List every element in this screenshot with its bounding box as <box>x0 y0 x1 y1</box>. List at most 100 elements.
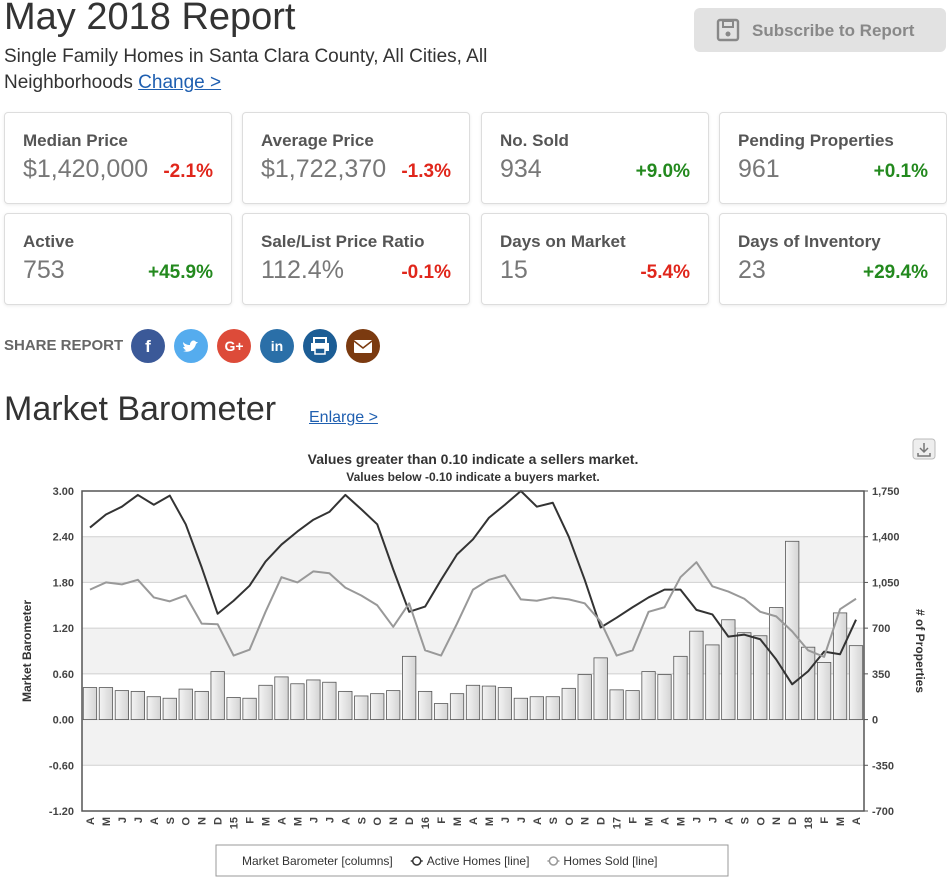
bar <box>673 655 688 720</box>
x-tick-label: S <box>548 817 560 824</box>
bar <box>481 685 497 720</box>
stat-card: Sale/List Price Ratio 112.4% -0.1% <box>242 213 470 305</box>
x-tick-label: F <box>628 817 640 824</box>
legend-item[interactable]: Homes Sold [line] <box>547 854 657 868</box>
legend-label: Homes Sold [line] <box>563 854 657 868</box>
x-tick-label: J <box>324 817 336 823</box>
bar <box>418 690 433 720</box>
twitter-button[interactable] <box>174 329 208 363</box>
icon-text: f <box>145 337 151 356</box>
stat-value: 23 <box>738 256 766 284</box>
y2-tick-label: 350 <box>872 669 890 681</box>
share-icons: f G+ in <box>131 329 380 363</box>
bar <box>370 693 385 720</box>
bar <box>769 607 784 720</box>
stat-label: No. Sold <box>500 131 569 150</box>
x-tick-label: 17 <box>612 817 624 829</box>
facebook-button[interactable]: f <box>131 329 165 363</box>
linkedin-button[interactable]: in <box>260 329 294 363</box>
bar <box>801 646 816 720</box>
legend-item[interactable]: Market Barometer [columns] <box>242 854 393 868</box>
stat-change: +45.9% <box>148 262 213 283</box>
print-button[interactable] <box>303 329 337 363</box>
bar <box>465 684 481 720</box>
stat-value: $1,420,000 <box>23 155 149 183</box>
legend-item[interactable]: Active Homes [line] <box>410 854 530 868</box>
x-tick-label: M <box>452 817 464 826</box>
x-tick-label: J <box>117 817 129 823</box>
stat-label: Median Price <box>23 131 128 150</box>
x-tick-label: N <box>580 817 592 825</box>
y2-tick-label: 1,400 <box>872 532 900 544</box>
bar <box>114 690 130 720</box>
google-plus-button[interactable]: G+ <box>217 329 251 363</box>
chart-subtitle: Values below -0.10 indicate a buyers mar… <box>346 470 599 484</box>
stat-change: +9.0% <box>635 161 690 182</box>
bar <box>210 671 225 720</box>
x-tick-label: F <box>245 817 257 824</box>
x-tick-label: M <box>675 817 687 826</box>
stat-value: $1,722,370 <box>261 155 387 183</box>
bar <box>625 690 640 720</box>
subscribe-label: Subscribe to Report <box>752 21 915 40</box>
subtitle-text: Single Family Homes in Santa Clara Count… <box>4 46 488 93</box>
stat-card: No. Sold 934 +9.0% <box>481 112 709 204</box>
x-tick-label: A <box>276 817 288 825</box>
stat-change: +29.4% <box>863 262 928 283</box>
x-tick-label: O <box>372 817 384 826</box>
stat-value: 15 <box>500 256 528 284</box>
legend: Market Barometer [columns] Active Homes [… <box>215 844 729 877</box>
bar <box>705 644 720 720</box>
bar <box>577 674 592 720</box>
plot-border <box>81 490 865 812</box>
x-tick-label: J <box>707 817 719 823</box>
stat-change: -1.3% <box>401 161 451 182</box>
x-tick-label: J <box>500 817 512 823</box>
stat-value: 934 <box>500 155 542 183</box>
x-tick-label: A <box>532 817 544 825</box>
email-button[interactable] <box>346 329 380 363</box>
x-tick-label: D <box>787 817 799 825</box>
report-title: May 2018 Report <box>4 0 296 38</box>
x-tick-label: D <box>596 817 608 825</box>
bar <box>130 690 145 720</box>
enlarge-link[interactable]: Enlarge > <box>309 409 378 426</box>
y-tick-label: -1.20 <box>49 806 74 818</box>
x-tick-label: 15 <box>229 817 241 829</box>
x-tick-label: M <box>644 817 656 826</box>
bar <box>162 697 177 720</box>
x-tick-label: O <box>755 817 767 826</box>
y2-tick-label: 700 <box>872 623 890 635</box>
subscribe-button[interactable]: Subscribe to Report <box>694 8 946 52</box>
stat-card: Days on Market 15 -5.4% <box>481 213 709 305</box>
x-tick-label: J <box>133 817 145 823</box>
bar <box>545 696 560 720</box>
download-button[interactable] <box>912 438 936 460</box>
bar <box>449 693 465 720</box>
bar <box>816 662 832 720</box>
stat-value: 961 <box>738 155 780 183</box>
bar <box>561 687 576 720</box>
stat-value: 112.4% <box>261 256 344 284</box>
stat-change: -2.1% <box>163 161 213 182</box>
bar <box>848 645 864 720</box>
x-tick-label: S <box>165 817 177 824</box>
bar <box>274 676 289 720</box>
bar <box>290 683 305 720</box>
y-tick-label: 1.80 <box>53 577 74 589</box>
line-series <box>89 561 857 658</box>
y2-axis-title: # of Properties <box>913 609 927 693</box>
plot-band <box>82 719 864 766</box>
change-link[interactable]: Change > <box>138 72 222 93</box>
x-tick-label: S <box>739 817 751 824</box>
bar <box>657 674 672 720</box>
bar <box>641 671 656 720</box>
bar <box>306 679 321 720</box>
bar <box>322 681 337 720</box>
stat-value: 753 <box>23 256 65 284</box>
x-tick-label: F <box>436 817 448 824</box>
report-subtitle: Single Family Homes in Santa Clara Count… <box>4 44 564 96</box>
y2-tick-label: 1,050 <box>872 577 900 589</box>
x-tick-label: M <box>101 817 113 826</box>
